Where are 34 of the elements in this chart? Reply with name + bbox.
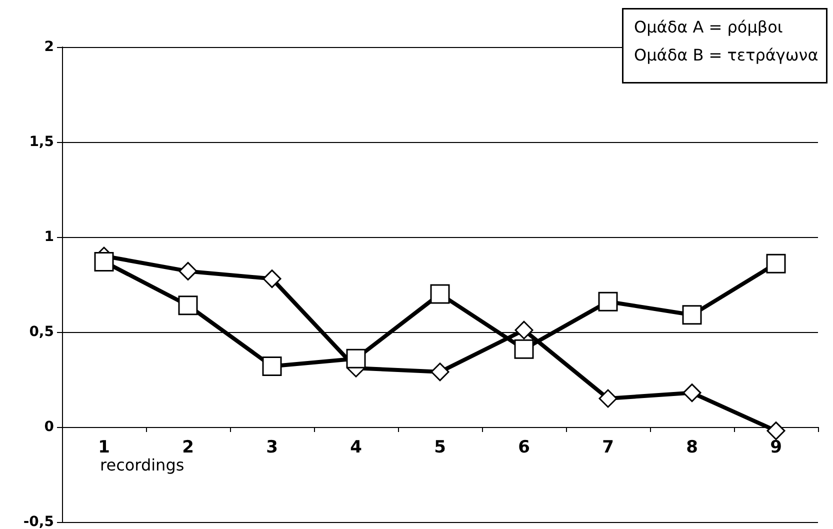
x-tick-label: 9 [770, 438, 782, 458]
point [430, 362, 450, 382]
x-tick-label: 1 [98, 438, 110, 458]
text: Ομάδα Α = ρόμβοι [634, 18, 783, 36]
point [766, 422, 786, 440]
point [598, 292, 618, 312]
y-tick-label: 0 [44, 419, 54, 435]
x-tick-label: 6 [518, 438, 530, 458]
y-tick-label: -0,5 [23, 514, 54, 529]
point [514, 339, 534, 359]
point [262, 356, 282, 376]
point [262, 270, 282, 288]
point [766, 254, 786, 274]
y-tick-label: 1,5 [29, 134, 54, 150]
point [94, 252, 114, 272]
x-tick-label: 5 [434, 438, 446, 458]
x-tick-label: 2 [182, 438, 194, 458]
point [514, 320, 534, 340]
x-axis-title: recordings [100, 456, 184, 474]
point [346, 348, 366, 368]
x-tick-label: 3 [266, 438, 278, 458]
x-tick-label: 7 [602, 438, 614, 458]
y-tick-label: 0,5 [29, 324, 54, 340]
point [178, 296, 198, 316]
point [178, 262, 198, 280]
point [682, 305, 702, 325]
point [598, 389, 618, 408]
y-tick-label: 2 [44, 39, 54, 55]
point [430, 284, 450, 304]
x-tick-label: 4 [350, 438, 362, 458]
annotation: Ομάδα Β = τετράγωνα [634, 46, 818, 64]
y-tick-label: 1 [44, 229, 54, 245]
point [682, 384, 702, 402]
x-tick-label: 8 [686, 438, 698, 458]
